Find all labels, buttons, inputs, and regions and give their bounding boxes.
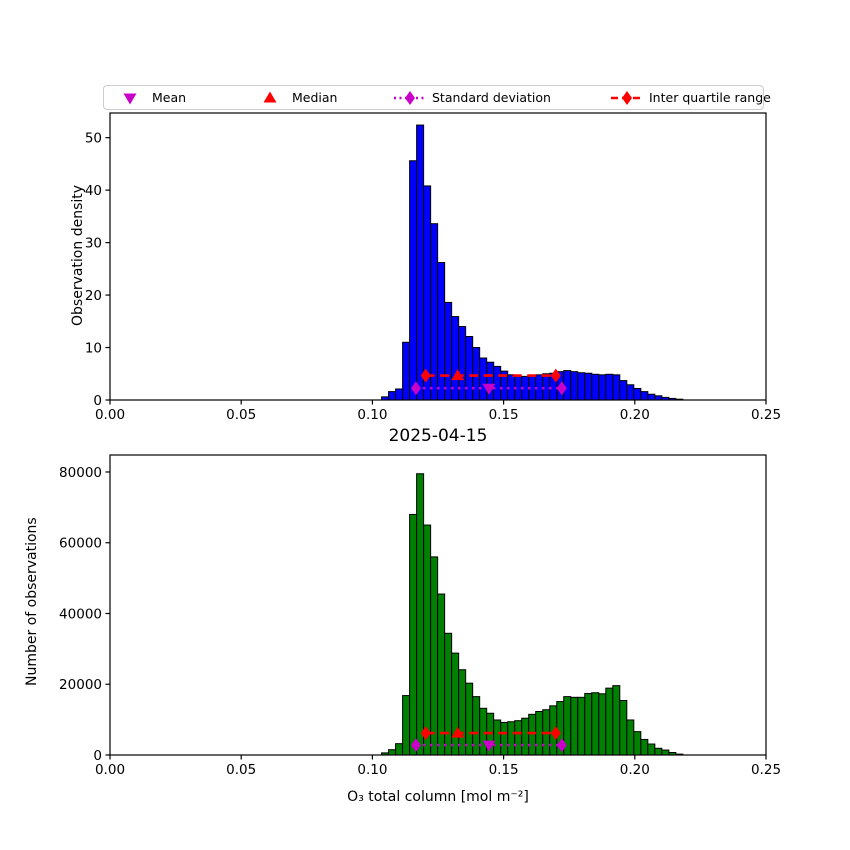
svg-text:0.25: 0.25 <box>751 762 781 778</box>
svg-text:0.20: 0.20 <box>620 762 650 778</box>
mean-triangle-down-icon <box>112 89 150 107</box>
iqr-diamond-icon <box>609 89 647 107</box>
legend-item-mean: Mean <box>112 86 186 109</box>
bottom-axes-frame <box>109 454 767 756</box>
svg-text:20000: 20000 <box>59 677 102 693</box>
svg-text:0: 0 <box>93 748 102 764</box>
svg-text:10: 10 <box>85 340 102 356</box>
svg-text:0: 0 <box>93 393 102 409</box>
legend-item-median: Median <box>252 86 337 109</box>
svg-text:0.00: 0.00 <box>95 762 125 778</box>
bottom-iqr-line <box>420 726 561 741</box>
svg-text:0.05: 0.05 <box>226 407 256 423</box>
svg-text:0.15: 0.15 <box>489 407 519 423</box>
svg-text:0.10: 0.10 <box>357 762 387 778</box>
top-histogram-bars <box>381 124 684 401</box>
legend-label-median: Median <box>292 90 338 105</box>
svg-text:0.25: 0.25 <box>751 407 781 423</box>
bottom-mean-marker <box>482 740 496 752</box>
legend-label-mean: Mean <box>152 90 187 105</box>
bottom-histogram-bars <box>381 473 684 756</box>
bottom-panel-title: 2025-04-15 <box>388 426 488 446</box>
svg-text:0.00: 0.00 <box>95 407 125 423</box>
svg-text:40000: 40000 <box>59 606 102 622</box>
top-x-ticks: 0.00 0.05 0.10 0.15 0.20 0.25 <box>95 400 781 423</box>
legend-label-iqr: Inter quartile range <box>649 90 771 105</box>
legend-label-std: Standard deviation <box>432 90 551 105</box>
svg-text:0.05: 0.05 <box>226 762 256 778</box>
svg-text:20: 20 <box>85 288 102 304</box>
legend: Mean Median Standard deviation Inter qua… <box>103 85 771 110</box>
svg-text:30: 30 <box>85 235 102 251</box>
svg-text:60000: 60000 <box>59 536 102 552</box>
bottom-std-deviation-line <box>410 738 567 753</box>
y-axis-label-top: Observation density <box>70 184 86 326</box>
top-iqr-line <box>420 368 561 383</box>
top-y-ticks: 0 10 20 30 40 50 <box>85 130 110 409</box>
top-axes-frame <box>109 112 767 401</box>
svg-text:0.10: 0.10 <box>357 407 387 423</box>
svg-text:40: 40 <box>85 183 102 199</box>
x-axis-label: O₃ total column [mol m⁻²] <box>347 789 529 805</box>
bottom-x-ticks: 0.00 0.05 0.10 0.15 0.20 0.25 <box>95 755 781 778</box>
top-std-deviation-line <box>410 381 567 396</box>
top-mean-marker <box>482 383 496 395</box>
std-deviation-diamond-icon <box>392 89 430 107</box>
bottom-median-marker <box>451 726 465 738</box>
top-median-marker <box>451 369 465 381</box>
legend-item-iqr: Inter quartile range <box>609 86 771 109</box>
svg-text:0.20: 0.20 <box>620 407 650 423</box>
svg-text:80000: 80000 <box>59 465 102 481</box>
svg-text:50: 50 <box>85 130 102 146</box>
legend-item-std: Standard deviation <box>392 86 551 109</box>
y-axis-label-bottom: Number of observations <box>24 517 40 686</box>
svg-text:0.15: 0.15 <box>489 762 519 778</box>
bottom-y-ticks: 0 20000 40000 60000 80000 <box>59 465 110 764</box>
median-triangle-up-icon <box>252 89 290 107</box>
